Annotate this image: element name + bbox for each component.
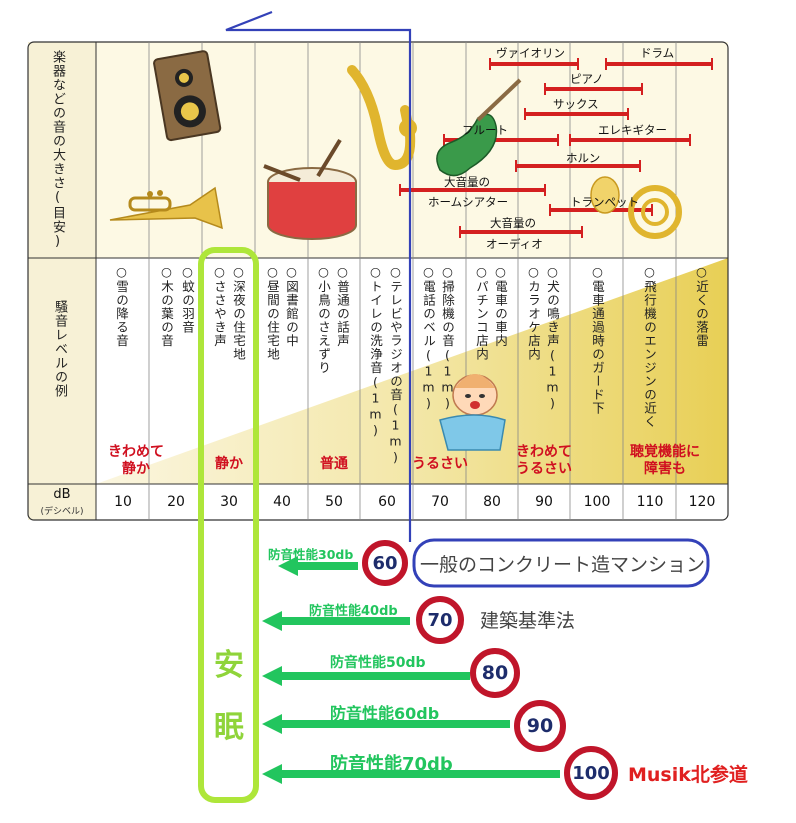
db-value: 30 <box>220 494 238 510</box>
noise-example: ○掃除機の音(1m) <box>440 264 455 412</box>
instrument-label-horn: ホルン <box>566 151 601 165</box>
db-value: 100 <box>583 494 611 510</box>
arrows <box>262 556 560 784</box>
noise-example: ○深夜の住宅地 <box>231 264 246 361</box>
level-label: 障害も <box>644 461 686 477</box>
db-row-header: dB <box>53 487 71 502</box>
noise-example: ○電車の車内 <box>493 264 508 348</box>
noise-example: ○普通の話声 <box>335 264 350 348</box>
noise-example: ○近くの落雷 <box>694 264 709 348</box>
db-value: 60 <box>378 494 396 510</box>
mansion-box <box>412 538 710 588</box>
speed-sign: 70 <box>416 596 464 644</box>
instrument-label-drum: ドラム <box>640 46 675 60</box>
sleep-label: 眠 <box>214 710 244 745</box>
noise-example: ○雪の降る音 <box>114 264 129 348</box>
db-value: 110 <box>636 494 664 510</box>
soundproof-label: 防音性能70db <box>330 754 453 775</box>
instruments-row-header: 楽器などの音の大きさ(目安) <box>50 50 65 250</box>
instrument-label-piano: ピアノ <box>570 72 604 86</box>
instrument-label-hometheater: ホームシアター <box>428 195 509 209</box>
noise-example: ○犬の鳴き声(1m) <box>545 264 560 412</box>
sleep-label: 安 <box>214 648 244 683</box>
db-value: 120 <box>688 494 716 510</box>
level-normal: 普通 <box>320 456 348 472</box>
speaker-illustration <box>153 50 222 142</box>
db-value: 70 <box>431 494 449 510</box>
baby-illustration <box>439 374 506 451</box>
db-value: 90 <box>535 494 553 510</box>
noise-example: ○パチンコ店内 <box>474 264 489 361</box>
speed-sign: 90 <box>514 700 566 752</box>
level-label: きわめて <box>108 444 164 460</box>
level-label: うるさい <box>516 461 572 477</box>
instrument-label-eguitar: エレキギター <box>598 123 667 137</box>
guitar-illustration <box>436 78 522 177</box>
instrument-label-flute: フルート <box>462 123 508 137</box>
noise-example: ○電車通過時のガード下 <box>590 264 605 415</box>
soundproof-label: 防音性能60db <box>330 704 440 723</box>
drum-illustration <box>263 138 357 240</box>
examples-row-header: 騒音レベルの例 <box>52 300 67 398</box>
brand-label: Musik北参道 <box>628 764 748 786</box>
db-value: 80 <box>483 494 501 510</box>
soundproof-label: 防音性能30db <box>268 547 354 562</box>
level-quiet: 静か <box>215 456 243 472</box>
instrument-label-trumpet: トランペット <box>570 195 639 209</box>
instrument-label-audio: 大音量の <box>490 216 536 230</box>
db-value: 50 <box>325 494 343 510</box>
instrument-bars <box>400 62 712 234</box>
level-very-noisy: きわめて うるさい <box>504 444 584 478</box>
speed-sign: 80 <box>470 648 520 698</box>
instrument-label-audio: オーディオ <box>486 237 543 251</box>
db-value: 10 <box>114 494 132 510</box>
noise-example: ○トイレの洗浄音(1m) <box>368 264 383 439</box>
soundproof-label: 防音性能50db <box>330 655 426 671</box>
noise-example: ○ささやき声 <box>212 264 227 348</box>
instrument-label-hometheater: 大音量の <box>444 175 490 189</box>
instrument-label-violin: ヴァイオリン <box>496 46 565 60</box>
speed-sign: 100 <box>564 746 618 800</box>
level-noisy: うるさい <box>412 456 468 472</box>
noise-example: ○カラオケ店内 <box>526 264 541 361</box>
level-very-quiet: きわめて 静か <box>100 444 172 478</box>
noise-example: ○小鳥のさえずり <box>316 264 331 375</box>
level-label: 静か <box>122 461 150 477</box>
table-border <box>27 41 729 521</box>
trumpet-illustration <box>109 186 223 230</box>
noise-example: ○木の葉の音 <box>159 264 174 348</box>
speed-sign: 60 <box>362 540 408 586</box>
mansion-label: 一般のコンクリート造マンション <box>420 554 706 576</box>
saxophone-illustration <box>347 65 417 171</box>
blue-marker-line <box>225 10 412 542</box>
level-label: きわめて <box>516 444 572 460</box>
noise-example: ○電話のベル(1m) <box>421 264 436 412</box>
noise-example: ○テレビやラジオの音(1m) <box>388 264 403 466</box>
db-row-subheader: (デシベル) <box>40 507 84 517</box>
level-hearing-damage: 聴覚機能に 障害も <box>610 444 720 478</box>
noise-example: ○昼間の住宅地 <box>265 264 280 361</box>
noise-example: ○蚊の羽音 <box>180 264 195 334</box>
sleep-highlight <box>198 247 259 803</box>
level-label: 聴覚機能に <box>630 444 700 460</box>
horn-illustration <box>590 176 682 239</box>
db-value: 20 <box>167 494 185 510</box>
building-law-label: 建築基準法 <box>480 610 576 632</box>
instrument-label-sax: サックス <box>553 97 599 111</box>
noise-example: ○図書館の中 <box>284 264 299 348</box>
db-value: 40 <box>273 494 291 510</box>
soundproof-label: 防音性能40db <box>309 604 398 619</box>
noise-example: ○飛行機のエンジンの近く <box>642 264 657 429</box>
